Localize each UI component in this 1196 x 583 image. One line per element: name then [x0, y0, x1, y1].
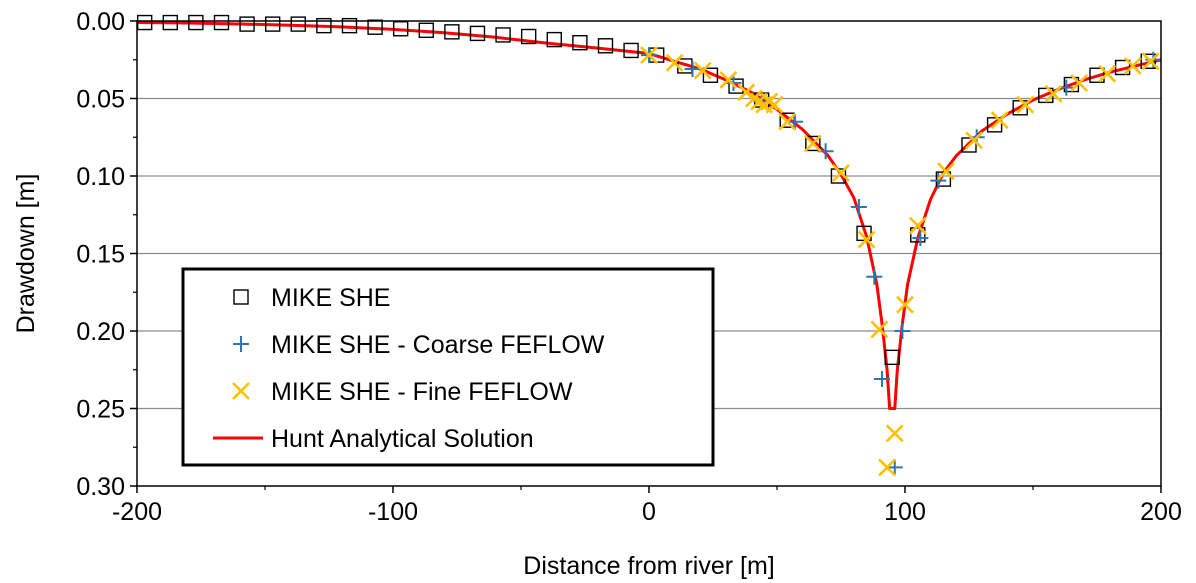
- data-point: [1140, 53, 1156, 69]
- data-point: [1098, 64, 1117, 83]
- y-tick-label: 0.30: [76, 473, 125, 501]
- x-tick-label: 0: [642, 498, 656, 526]
- legend-item-hunt-analytical-solution: Hunt Analytical Solution: [213, 425, 534, 453]
- data-point: [778, 112, 797, 131]
- legend-label: Hunt Analytical Solution: [271, 425, 534, 453]
- y-axis-title: Drawdown [m]: [12, 174, 40, 334]
- legend-item-mike-she: MIKE SHE: [233, 284, 390, 312]
- data-point: [213, 14, 230, 31]
- data-point: [803, 134, 822, 153]
- x-tick-label: 100: [884, 498, 926, 526]
- data-point: [805, 135, 821, 152]
- series-mike-she-fine-feflow: [640, 46, 1160, 477]
- data-point: [1044, 84, 1063, 103]
- legend-marker: [233, 336, 249, 352]
- legend: MIKE SHE MIKE SHE - Coarse FEFLOW MIKE SHE…: [181, 267, 715, 467]
- data-point: [418, 22, 434, 38]
- data-point: [665, 53, 684, 72]
- x-tick-label: 200: [1140, 498, 1182, 526]
- x-tick-label: -200: [112, 498, 162, 526]
- data-point: [239, 16, 255, 32]
- data-point: [990, 111, 1009, 130]
- x-axis-title: Distance from river [m]: [523, 552, 774, 580]
- legend-label: MIKE SHE: [271, 284, 390, 312]
- data-point: [162, 14, 178, 31]
- y-tick-label: 0.10: [76, 163, 125, 191]
- y-tick-label: 0.15: [76, 241, 125, 269]
- data-point: [188, 14, 204, 31]
- data-point: [857, 230, 876, 249]
- data-point: [878, 458, 896, 477]
- series-hunt-analytical-solution: [136, 21, 1162, 410]
- data-point: [684, 61, 701, 78]
- legend-marker: [232, 382, 250, 400]
- data-point: [495, 27, 511, 43]
- data-point: [546, 31, 562, 48]
- data-point: [316, 17, 332, 34]
- data-point: [832, 163, 850, 182]
- data-point: [444, 24, 460, 40]
- data-point: [1016, 95, 1035, 114]
- data-point: [896, 295, 914, 314]
- data-point: [367, 19, 383, 35]
- data-point: [786, 113, 803, 130]
- y-tick-label: 0.20: [76, 318, 125, 346]
- data-point: [912, 230, 929, 246]
- data-point: [910, 227, 926, 243]
- data-point: [765, 95, 784, 114]
- data-point: [965, 131, 984, 150]
- axis-ticks: [130, 20, 1162, 493]
- legend-item-mike-she-coarse-feflow: MIKE SHE - Coarse FEFLOW: [233, 331, 605, 359]
- data-point: [866, 268, 883, 285]
- data-point: [1070, 74, 1088, 92]
- data-point: [728, 78, 744, 94]
- data-point: [725, 75, 742, 91]
- y-tick-label: 0.05: [76, 86, 125, 114]
- data-point: [894, 323, 911, 339]
- data-point: [719, 70, 738, 89]
- data-point: [745, 89, 763, 108]
- legend-marker: [233, 289, 249, 305]
- data-point: [623, 42, 639, 59]
- data-point: [597, 38, 614, 54]
- data-point: [908, 216, 927, 235]
- data-point: [986, 117, 1003, 133]
- data-point: [873, 371, 890, 388]
- data-point: [1141, 52, 1160, 71]
- y-tick-label: 0.25: [76, 396, 125, 424]
- axis-tick-labels: -200 -100 0 100 200 0.00 0.05 0.10 0.15 0.20 0.25 0…: [76, 8, 1182, 526]
- legend-item-mike-she-fine-feflow: MIKE SHE - Fine FEFLOW: [232, 378, 573, 406]
- data-point: [702, 67, 719, 83]
- plot-series: [136, 14, 1162, 477]
- data-point: [469, 25, 486, 42]
- data-point: [884, 349, 900, 366]
- data-point: [930, 172, 947, 189]
- series-mike-she: [136, 14, 1156, 366]
- series-mike-she-coarse-feflow: [641, 47, 1162, 476]
- x-tick-label: -100: [368, 498, 418, 526]
- data-point: [520, 28, 537, 45]
- legend-label: MIKE SHE - Fine FEFLOW: [271, 378, 573, 406]
- data-point: [640, 46, 658, 65]
- data-point: [264, 16, 281, 32]
- data-point: [886, 459, 903, 476]
- data-point: [885, 424, 904, 443]
- series-line: [136, 21, 1162, 410]
- data-point: [341, 17, 358, 34]
- data-point: [870, 320, 889, 339]
- y-tick-label: 0.00: [76, 8, 125, 36]
- data-point: [1123, 57, 1142, 75]
- data-point: [572, 35, 588, 51]
- legend-label: MIKE SHE - Coarse FEFLOW: [271, 331, 605, 359]
- data-point: [693, 61, 712, 80]
- data-point: [850, 199, 867, 215]
- data-point: [937, 162, 955, 181]
- data-point: [290, 16, 306, 32]
- legend-box: [181, 267, 715, 467]
- data-point: [760, 92, 779, 111]
